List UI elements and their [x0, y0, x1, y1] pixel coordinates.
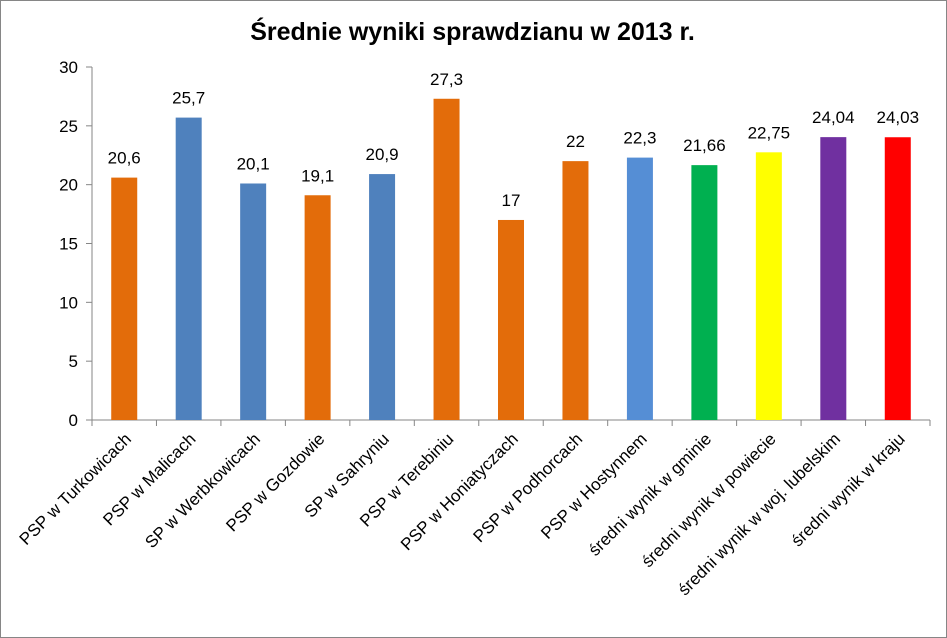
data-label: 22	[566, 132, 585, 151]
bar	[304, 195, 331, 420]
bar	[626, 157, 653, 420]
data-label: 27,3	[430, 70, 463, 89]
x-tick-label: średni wynik w powiecie	[638, 429, 780, 571]
data-label: 20,1	[237, 154, 270, 173]
bar	[884, 137, 911, 420]
x-tick-label: średni wynik w kraju	[788, 429, 909, 550]
bar	[691, 165, 718, 420]
data-label: 20,6	[108, 149, 141, 168]
data-label: 17	[502, 191, 521, 210]
data-label: 19,1	[301, 166, 334, 185]
x-tick-label: PSP w Podhorcach	[469, 429, 586, 546]
y-tick-label: 0	[69, 411, 78, 430]
x-tick-label: SP w Werbkowicach	[141, 429, 264, 552]
bar	[498, 219, 524, 420]
bar	[175, 117, 202, 420]
bar	[369, 174, 396, 420]
bar	[433, 98, 460, 421]
data-label: 22,75	[748, 123, 791, 142]
x-tick-label: PSP w Honiatyczach	[397, 429, 522, 554]
y-tick-label: 20	[59, 176, 78, 195]
data-label: 24,03	[876, 108, 919, 127]
data-label: 24,04	[812, 108, 855, 127]
y-tick-label: 30	[59, 58, 78, 77]
y-tick-label: 5	[69, 352, 78, 371]
bar	[562, 161, 589, 420]
data-label: 25,7	[172, 89, 205, 108]
data-label: 21,66	[683, 136, 726, 155]
bar	[240, 183, 267, 420]
x-tick-label: PSP w Turkowicach	[16, 429, 135, 548]
bar	[820, 137, 847, 420]
bar	[111, 177, 138, 420]
y-tick-label: 10	[59, 293, 78, 312]
y-tick-label: 25	[59, 117, 78, 136]
chart-title: Średnie wyniki sprawdzianu w 2013 r.	[250, 18, 695, 46]
bar	[755, 152, 782, 420]
y-tick-label: 15	[59, 235, 78, 254]
x-tick-label: średni wynik w gminie	[585, 429, 715, 559]
data-label: 20,9	[366, 145, 399, 164]
data-label: 22,3	[623, 129, 656, 148]
x-tick-label: PSP w Hostynnem	[537, 429, 650, 542]
